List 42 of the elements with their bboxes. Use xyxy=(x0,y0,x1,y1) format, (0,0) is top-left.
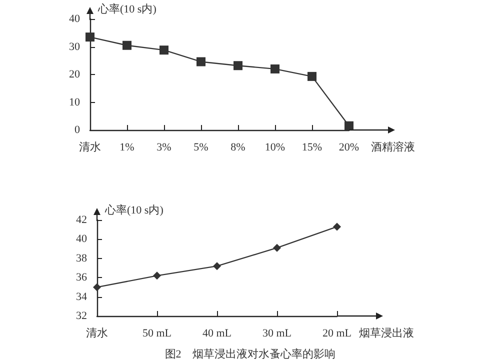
x-axis-title: 烟草浸出液 xyxy=(359,326,414,340)
x-tick-label: 清水 xyxy=(86,326,108,340)
x-tick-label: 3% xyxy=(156,142,172,154)
point xyxy=(86,32,94,42)
y-tick-label: 10 xyxy=(69,96,80,108)
point xyxy=(196,57,206,66)
y-tick-label: 30 xyxy=(69,40,80,53)
y-tick-label: 20 xyxy=(69,68,80,80)
point xyxy=(333,222,341,231)
y-axis-title: 心率(10 s内) xyxy=(104,204,164,216)
y-tick-label: 42 xyxy=(76,214,87,226)
y-tick-label: 38 xyxy=(76,252,88,264)
y-tick-label: 0 xyxy=(74,124,80,136)
y-axis-title: 心率(10 s内) xyxy=(97,2,157,16)
y-tick-label: 32 xyxy=(76,310,87,322)
y-tick-label: 40 xyxy=(76,233,88,246)
x-tick-label: 15% xyxy=(302,142,322,154)
x-tick-label: 5% xyxy=(194,142,208,154)
x-tick-label: 8% xyxy=(230,142,246,154)
point xyxy=(270,64,280,74)
point xyxy=(160,46,168,55)
point xyxy=(122,40,132,50)
point xyxy=(93,283,101,292)
point xyxy=(344,121,354,130)
point xyxy=(234,61,242,70)
point xyxy=(213,262,221,270)
x-tick-label: 清水 xyxy=(79,140,101,154)
x-tick-label: 1% xyxy=(120,142,134,154)
x-axis-title: 酒精溶液 xyxy=(371,140,415,154)
x-tick-label: 20% xyxy=(338,142,360,154)
point xyxy=(153,272,161,280)
y-tick-label: 36 xyxy=(76,272,88,284)
x-tick-label: 10% xyxy=(264,142,286,154)
x-tick-label: 30 mL xyxy=(262,328,292,340)
point xyxy=(308,72,316,81)
x-tick-label: 20 mL xyxy=(322,328,352,340)
x-tick-label: 50 mL xyxy=(142,328,172,340)
y-tick-label: 34 xyxy=(76,290,88,303)
caption: 图2 烟草浸出液对水蚤心率的影响 xyxy=(164,348,336,360)
x-tick-label: 40 mL xyxy=(202,328,232,340)
point xyxy=(273,244,281,252)
y-tick-label: 40 xyxy=(69,13,80,25)
